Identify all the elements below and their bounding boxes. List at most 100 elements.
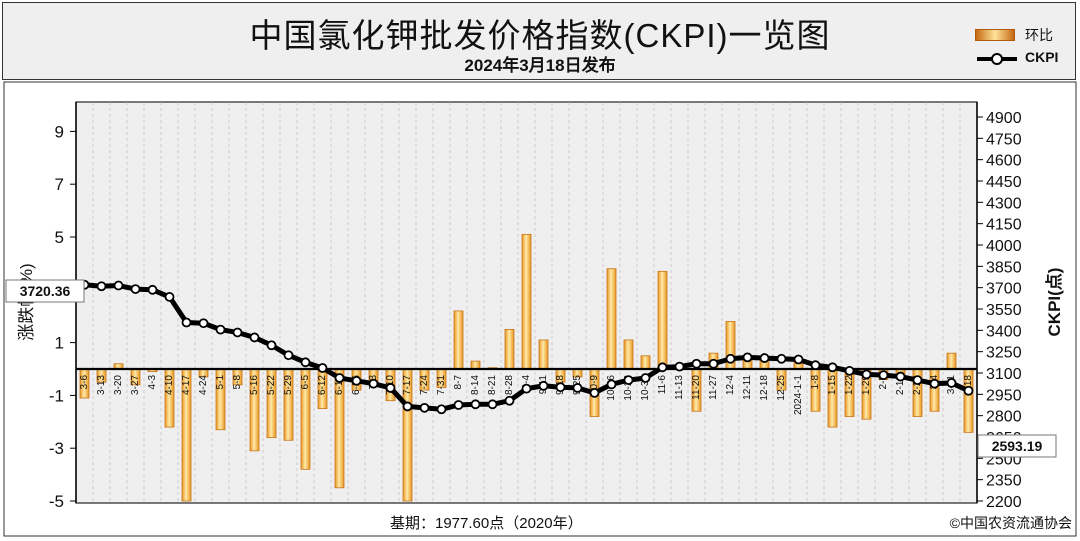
- ckpi-point: [334, 373, 345, 383]
- ckpi-point: [232, 327, 243, 338]
- ckpi-point: [912, 375, 923, 386]
- ckpi-point: [470, 399, 481, 410]
- left-axis-tick-label: -3: [49, 439, 64, 458]
- bar-mark: [606, 268, 617, 370]
- category-tick-label: 8-28: [504, 375, 515, 395]
- category-tick-label: 8-7: [453, 375, 464, 390]
- category-tick-label: 4-24: [198, 375, 209, 395]
- left-axis-tick-label: 1: [55, 334, 64, 353]
- category-tick-label: 5-29: [283, 375, 294, 395]
- ckpi-point: [215, 324, 226, 335]
- category-tick-label: 1-15: [827, 375, 838, 395]
- right-axis-tick-label: 4000: [986, 238, 1022, 255]
- ckpi-point: [147, 284, 158, 295]
- category-tick-label: 12-25: [776, 375, 787, 401]
- category-tick-label: 7-24: [419, 375, 430, 395]
- left-axis-tick-label: 9: [55, 122, 64, 141]
- right-axis-tick-label: 4450: [986, 174, 1022, 191]
- ckpi-point: [164, 292, 175, 302]
- category-tick-label: 3-27: [130, 375, 141, 395]
- ckpi-point: [708, 358, 719, 369]
- ckpi-point: [113, 280, 124, 291]
- ckpi-point: [861, 369, 872, 380]
- ckpi-point: [878, 370, 889, 381]
- category-tick-label: 5-8: [232, 375, 243, 390]
- category-tick-label: 1-8: [810, 375, 821, 390]
- ckpi-point: [623, 375, 634, 386]
- right-axis-label: CKPI(点): [1044, 268, 1064, 337]
- ckpi-point: [793, 354, 804, 365]
- ckpi-point: [963, 385, 974, 396]
- category-tick-label: 5-16: [249, 375, 260, 395]
- ckpi-point: [487, 399, 498, 410]
- bar-mark: [538, 339, 549, 370]
- bar-mark: [623, 339, 634, 370]
- first-value-callout-text: 3720.36: [20, 283, 71, 299]
- legend-bar-swatch: [975, 29, 1015, 41]
- category-tick-label: 5-1: [215, 375, 226, 390]
- right-axis-tick-label: 4750: [986, 131, 1022, 148]
- ckpi-point: [317, 363, 328, 373]
- right-axis-tick-label: 3550: [986, 302, 1022, 319]
- bar-mark: [470, 360, 481, 370]
- ckpi-point: [181, 317, 192, 328]
- category-tick-label: 3-20: [113, 375, 124, 395]
- ckpi-point: [385, 383, 396, 393]
- ckpi-point: [759, 353, 770, 363]
- last-value-callout-text: 2593.19: [992, 438, 1043, 454]
- category-tick-label: 10-30: [640, 375, 651, 401]
- right-axis-tick-label: 4150: [986, 217, 1022, 234]
- left-axis-tick-label: 5: [55, 228, 64, 247]
- category-tick-label: 11-6: [657, 375, 668, 395]
- first-value-callout: 3720.36: [5, 279, 85, 303]
- bar-mark: [504, 328, 515, 370]
- category-tick-label: 3-18: [963, 375, 974, 395]
- ckpi-point: [300, 357, 311, 368]
- right-axis-tick-label: 4600: [986, 153, 1022, 170]
- first-value-callout-box: [5, 279, 85, 303]
- category-tick-label: 12-11: [742, 375, 753, 400]
- chart-subtitle: 2024年3月18日发布: [464, 56, 616, 75]
- bar-mark: [946, 352, 957, 370]
- category-tick-label: 7-31: [436, 375, 447, 395]
- category-tick-label: 5-22: [266, 375, 277, 395]
- category-tick-label: 11-20: [691, 375, 702, 400]
- legend-line-swatch: [977, 53, 1017, 65]
- bar-mark: [521, 233, 532, 370]
- category-tick-label: 2-5: [878, 375, 889, 390]
- ckpi-point: [725, 353, 736, 364]
- ckpi-point: [572, 383, 583, 393]
- ckpi-point: [691, 358, 702, 369]
- category-tick-label: 2-19: [895, 375, 906, 395]
- right-axis-tick-label: 2800: [986, 409, 1022, 426]
- legend-line-label: CKPI: [1025, 49, 1059, 65]
- left-axis-tick-label: -1: [49, 386, 64, 405]
- ckpi-point: [640, 373, 651, 383]
- right-axis-tick-label: 3250: [986, 345, 1022, 362]
- category-tick-label: 7-17: [402, 375, 413, 395]
- category-tick-label: 10-9: [589, 375, 600, 395]
- legend-bar-label: 环比: [1025, 27, 1053, 43]
- ckpi-point: [351, 375, 362, 386]
- right-axis-tick-label: 3850: [986, 259, 1022, 276]
- ckpi-point: [827, 362, 838, 373]
- ckpi-point: [96, 281, 107, 292]
- category-tick-label: 3-6: [79, 375, 90, 390]
- right-axis-tick-label: 3700: [986, 281, 1022, 298]
- category-tick-label: 10-23: [623, 375, 634, 401]
- category-tick-label: 4-3: [147, 375, 158, 390]
- category-tick-label: 8-14: [470, 375, 481, 395]
- right-axis-tick-label: 4900: [986, 110, 1022, 127]
- ckpi-point: [674, 361, 685, 372]
- category-tick-label: 6-5: [300, 375, 311, 390]
- category-tick-label: 2024-1-1: [793, 375, 804, 415]
- category-tick-label: 12-4: [725, 375, 736, 395]
- right-axis-tick-label: 4300: [986, 195, 1022, 212]
- ckpi-point: [538, 380, 549, 391]
- category-tick-label: 1-22: [844, 375, 855, 395]
- ckpi-point: [283, 350, 294, 361]
- ckpi-point: [776, 353, 787, 364]
- category-tick-label: 12-18: [759, 375, 770, 401]
- chart-header: 中国氯化钾批发价格指数(CKPI)一览图 2024年3月18日发布 环比 CKP…: [2, 2, 1076, 80]
